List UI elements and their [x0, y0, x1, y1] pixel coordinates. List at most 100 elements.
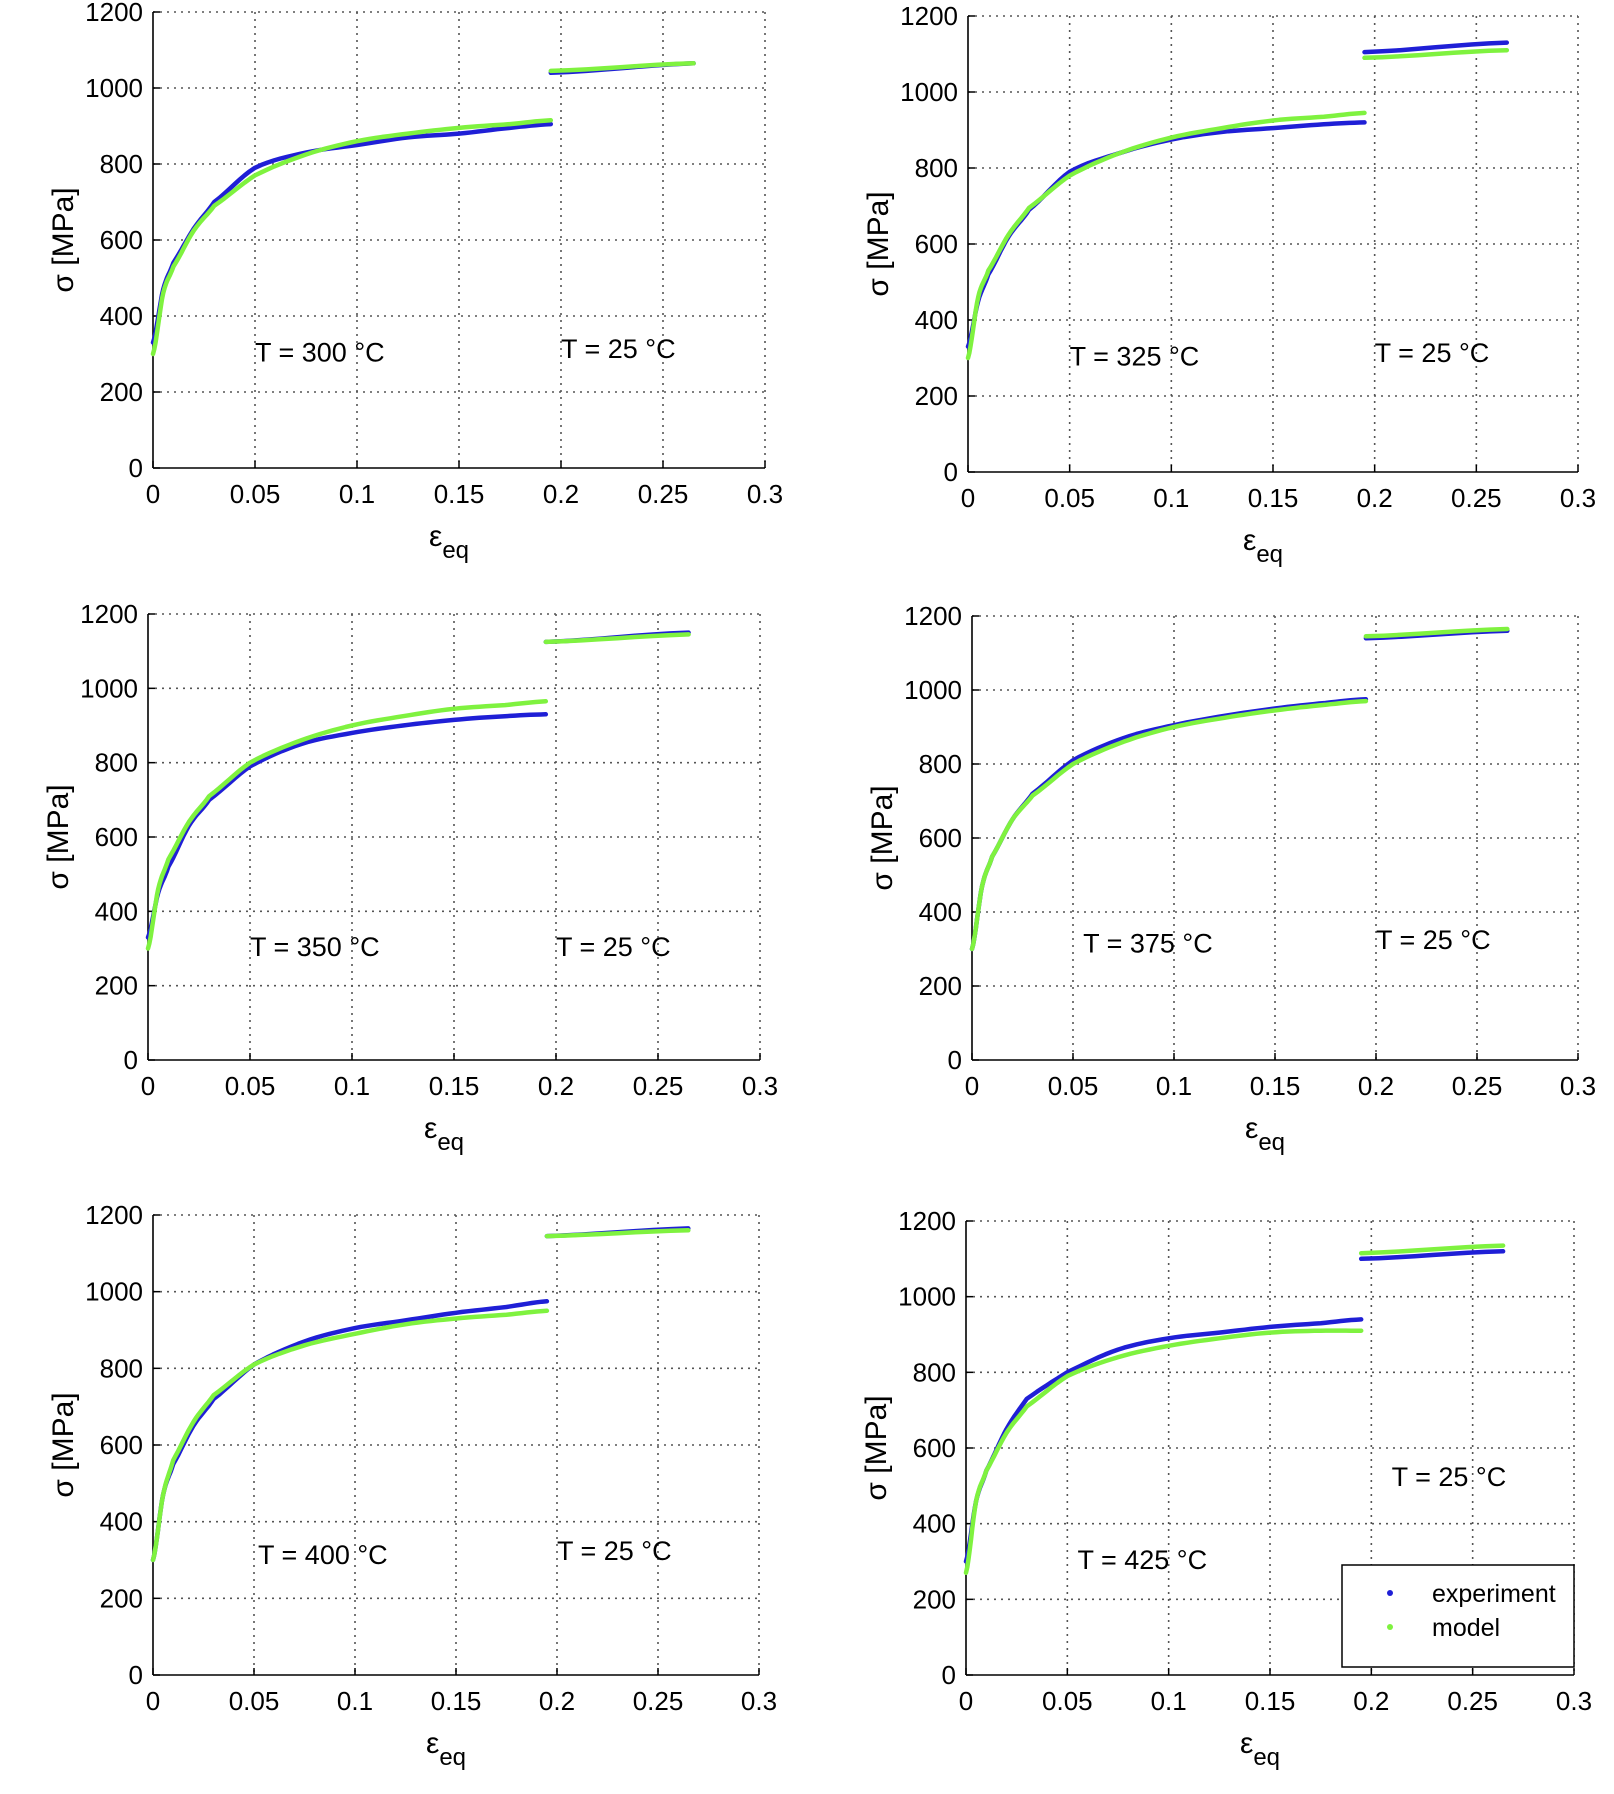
- x-axis-title-symbol: ε: [424, 1112, 437, 1145]
- y-tick-label: 200: [100, 377, 143, 407]
- x-tick-label: 0.1: [1156, 1071, 1192, 1101]
- y-tick-label: 200: [913, 1584, 956, 1614]
- x-tick-label: 0: [961, 483, 975, 513]
- y-axis-title: σ [MPa]: [47, 1392, 80, 1497]
- x-tick-label: 0.25: [633, 1686, 684, 1716]
- x-tick-label: 0.25: [1452, 1071, 1503, 1101]
- series-model-cold: [1363, 626, 1510, 639]
- series-model-warm: [965, 110, 1367, 361]
- x-tick-label: 0.2: [1357, 483, 1393, 513]
- series-experiment-cold: [1358, 1249, 1506, 1262]
- y-tick-label: 600: [95, 822, 138, 852]
- x-axis-title: εeqεeq: [429, 520, 469, 564]
- series-experiment-warm: [150, 121, 554, 345]
- x-tick-label: 0: [141, 1071, 155, 1101]
- x-axis-title-subscript: eq: [1253, 1744, 1280, 1771]
- series-model-cold: [543, 632, 691, 645]
- x-tick-label: 0.1: [1153, 483, 1189, 513]
- y-tick-label: 800: [915, 153, 958, 183]
- y-axis-title: σ [MPa]: [866, 785, 899, 890]
- temperature-annotation: T = 350 °C: [250, 932, 380, 962]
- x-tick-label: 0.25: [1451, 483, 1502, 513]
- y-axis-title: σ [MPa]: [47, 187, 80, 292]
- y-tick-label: 600: [100, 225, 143, 255]
- temperature-annotation: T = 25 °C: [557, 1536, 672, 1566]
- x-tick-label: 0.15: [429, 1071, 480, 1101]
- y-tick-label: 0: [944, 457, 958, 487]
- x-axis-title: εeqεeq: [424, 1112, 464, 1156]
- x-axis-title: εeqεeq: [1240, 1727, 1280, 1771]
- temperature-annotation: T = 325 °C: [1070, 342, 1200, 372]
- x-axis-title-symbol: ε: [429, 520, 442, 553]
- x-tick-label: 0.05: [1042, 1686, 1093, 1716]
- x-tick-label: 0.1: [334, 1071, 370, 1101]
- x-axis-title-symbol: ε: [1240, 1727, 1253, 1760]
- y-tick-label: 1000: [898, 1282, 956, 1312]
- y-tick-label: 1200: [900, 1, 958, 31]
- y-tick-label: 400: [915, 305, 958, 335]
- y-tick-label: 1200: [80, 599, 138, 629]
- series-model-warm: [963, 1328, 1364, 1576]
- x-tick-label: 0.2: [538, 1071, 574, 1101]
- x-tick-label: 0.1: [337, 1686, 373, 1716]
- temperature-annotation: T = 300 °C: [255, 338, 385, 368]
- chart-panel-2: 0 0.05 0.1 0.15 0.2 0.25 0.3 0 200 400 600 800 1000 1…: [862, 1, 1596, 568]
- x-tick-label: 0.2: [1358, 1071, 1394, 1101]
- x-tick-label: 0.25: [633, 1071, 684, 1101]
- x-tick-label: 0.15: [1250, 1071, 1301, 1101]
- series-model-cold: [1358, 1243, 1506, 1256]
- x-axis-title-subscript: eq: [439, 1744, 466, 1771]
- y-tick-label: 600: [913, 1433, 956, 1463]
- x-tick-label: 0.15: [431, 1686, 482, 1716]
- y-tick-label: 200: [919, 971, 962, 1001]
- y-tick-label: 1000: [85, 1277, 143, 1307]
- y-tick-label: 800: [100, 149, 143, 179]
- y-tick-label: 600: [100, 1430, 143, 1460]
- temperature-annotation: T = 25 °C: [561, 334, 676, 364]
- y-tick-label: 200: [100, 1583, 143, 1613]
- chart-panel-3: 0 0.05 0.1 0.15 0.2 0.25 0.3 0 200 400 600 800 1000 1…: [42, 599, 778, 1156]
- temperature-annotation: T = 425 °C: [1077, 1545, 1207, 1575]
- x-tick-label: 0.3: [742, 1071, 778, 1101]
- y-tick-label: 0: [124, 1045, 138, 1075]
- x-tick-label: 0.3: [1556, 1686, 1592, 1716]
- x-axis-title: εeqεeq: [1245, 1112, 1285, 1156]
- x-axis-title-symbol: ε: [1245, 1112, 1258, 1145]
- series-model-warm: [150, 1308, 550, 1563]
- x-tick-label: 0.1: [1151, 1686, 1187, 1716]
- x-axis-title: εeqεeq: [426, 1727, 466, 1771]
- x-tick-label: 0: [146, 1686, 160, 1716]
- y-tick-label: 600: [915, 229, 958, 259]
- y-tick-label: 800: [95, 748, 138, 778]
- y-tick-label: 1000: [904, 675, 962, 705]
- chart-panel-6: 0 0.05 0.1 0.15 0.2 0.25 0.3 0 200 400 600 800 1000 1…: [860, 1206, 1592, 1771]
- legend-box: [1341, 1564, 1575, 1668]
- y-tick-label: 0: [129, 453, 143, 483]
- series-model-cold: [548, 61, 696, 74]
- series-experiment-cold: [1362, 40, 1510, 55]
- x-tick-label: 0.3: [747, 479, 783, 509]
- series-model-warm: [145, 699, 549, 951]
- x-tick-label: 0.3: [1560, 483, 1596, 513]
- x-tick-label: 0.05: [229, 1686, 280, 1716]
- x-tick-label: 0.05: [225, 1071, 276, 1101]
- y-tick-label: 1200: [85, 0, 143, 27]
- x-axis-title-subscript: eq: [1256, 541, 1283, 568]
- x-tick-label: 0.3: [1560, 1071, 1596, 1101]
- series-model-cold: [544, 1228, 691, 1239]
- y-axis-title: σ [MPa]: [862, 191, 895, 296]
- temperature-annotation: T = 25 °C: [1375, 338, 1490, 368]
- x-tick-label: 0.05: [1048, 1071, 1099, 1101]
- x-axis-title-symbol: ε: [1243, 524, 1256, 557]
- y-tick-label: 200: [915, 381, 958, 411]
- x-axis-title-symbol: ε: [426, 1727, 439, 1760]
- x-tick-label: 0.15: [1248, 483, 1299, 513]
- x-tick-label: 0.15: [434, 479, 485, 509]
- x-axis-title-subscript: eq: [1258, 1129, 1285, 1156]
- x-tick-label: 0.15: [1245, 1686, 1296, 1716]
- series-experiment-warm: [145, 712, 549, 940]
- temperature-annotation: T = 375 °C: [1083, 929, 1213, 959]
- y-tick-label: 0: [948, 1045, 962, 1075]
- x-axis-title-subscript: eq: [442, 537, 469, 564]
